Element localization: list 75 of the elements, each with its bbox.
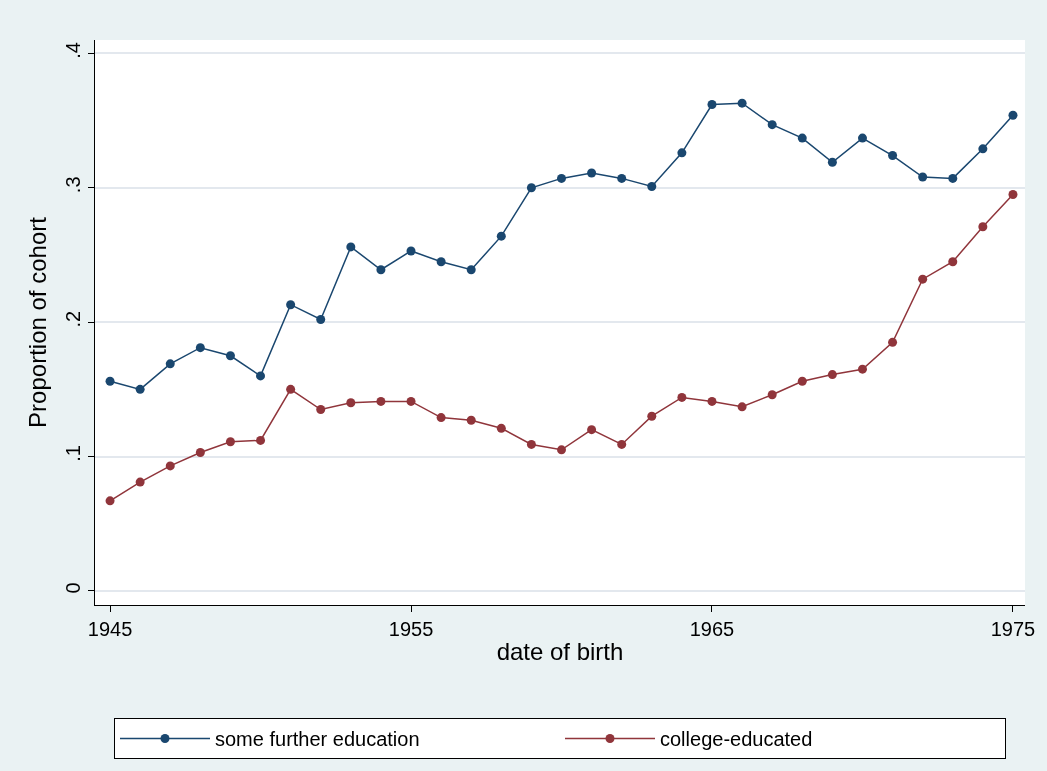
point [225, 351, 235, 361]
point [888, 151, 898, 161]
y-tick-label: 0 [62, 582, 84, 594]
point [105, 496, 115, 506]
point [526, 439, 536, 449]
point [225, 437, 235, 447]
point [767, 120, 777, 130]
x-tick-label: 1975 [990, 618, 1036, 640]
point [406, 246, 416, 256]
point [135, 384, 145, 394]
y-axis-title: Proportion of cohort [24, 216, 52, 428]
point [436, 257, 446, 267]
legend-label: some further education [215, 728, 420, 751]
point [346, 398, 356, 408]
point [918, 172, 928, 182]
point [827, 370, 837, 380]
point [406, 396, 416, 406]
point [647, 411, 657, 421]
point [647, 181, 657, 191]
point [466, 265, 476, 275]
y-tick-label: .3 [62, 176, 84, 194]
point [316, 314, 326, 324]
y-tick-label: .2 [62, 310, 84, 328]
point [376, 265, 386, 275]
point [978, 222, 988, 232]
x-tick-label: 1955 [388, 618, 434, 640]
point [677, 148, 687, 158]
point [135, 477, 145, 487]
point [737, 402, 747, 412]
point [376, 396, 386, 406]
point [557, 445, 566, 455]
point [436, 413, 446, 423]
point [857, 364, 867, 374]
point [888, 337, 898, 347]
point [617, 439, 627, 449]
point [526, 183, 536, 193]
point [617, 173, 627, 183]
point [797, 376, 807, 386]
point [165, 461, 175, 471]
point [737, 98, 747, 108]
point [948, 173, 958, 183]
y-tick-label: .1 [62, 445, 84, 462]
point [346, 242, 356, 252]
point [256, 371, 266, 381]
x-tick-label: 1945 [87, 618, 133, 640]
x-axis-title: date of birth [496, 638, 624, 666]
point [105, 376, 115, 386]
point [587, 168, 597, 178]
point [195, 448, 205, 457]
y-tick-label: .4 [62, 42, 84, 59]
point [195, 343, 205, 353]
point [707, 99, 717, 109]
point [496, 423, 506, 433]
point [316, 405, 326, 414]
point [256, 435, 266, 445]
point [587, 425, 597, 435]
point [918, 274, 928, 284]
point [857, 133, 867, 143]
point [677, 392, 687, 402]
point [767, 390, 777, 400]
legend-label: college-educated [660, 728, 813, 751]
x-tick-label: 1965 [689, 618, 735, 640]
point [496, 231, 506, 241]
point [707, 396, 717, 406]
point [797, 133, 807, 143]
point [827, 157, 837, 167]
point [286, 300, 296, 310]
point [948, 257, 958, 267]
point [1008, 190, 1018, 200]
point [1008, 110, 1018, 120]
point [466, 415, 476, 425]
point [165, 359, 175, 369]
point [286, 384, 296, 394]
point [557, 173, 566, 183]
point [978, 144, 988, 154]
